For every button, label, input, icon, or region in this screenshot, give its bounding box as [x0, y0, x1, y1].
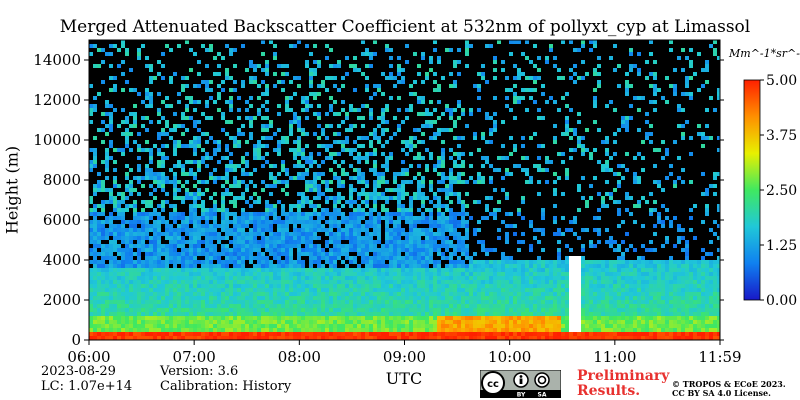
colorbar-tick-label: 2.50 — [766, 183, 797, 199]
x-tick-label: 08:00 — [278, 348, 321, 366]
copyright-note: © TROPOS & ECoE 2023. CC BY SA 4.0 Licen… — [672, 380, 786, 398]
sa-icon — [534, 372, 550, 388]
colorbar — [743, 79, 761, 301]
colorbar-unit: Mm^-1*sr^-1 — [729, 47, 800, 60]
x-tick-label: 07:00 — [173, 348, 216, 366]
x-tick-label: 11:00 — [593, 348, 636, 366]
y-tick-label: 10000 — [33, 131, 81, 149]
x-tick-label: 11:59 — [698, 348, 741, 366]
x-axis-label: UTC — [385, 369, 423, 388]
colorbar-tick-label: 1.25 — [766, 238, 797, 254]
colorbar-tick-label: 3.75 — [766, 128, 797, 144]
by-label: BY — [517, 392, 526, 399]
y-axis: 0 2000 4000 6000 8000 10000 12000 14000 — [33, 51, 724, 349]
copyright-line: © TROPOS & ECoE 2023. — [672, 379, 786, 389]
measurement-date: 2023-08-29 — [41, 364, 116, 379]
y-tick-label: 0 — [71, 331, 81, 349]
chart-title: Merged Attenuated Backscatter Coefficien… — [59, 17, 751, 37]
x-tick-label: 09:00 — [383, 348, 426, 366]
lidar-constant: LC: 1.07e+14 — [41, 379, 133, 394]
calibration-label: Calibration: History — [160, 379, 292, 394]
y-tick-label: 14000 — [33, 51, 81, 69]
preliminary-note: Preliminary Results. — [577, 369, 669, 399]
y-tick-label: 4000 — [43, 251, 81, 269]
x-axis: 06:00 07:00 08:00 09:00 10:00 11:00 11:59 — [67, 340, 742, 366]
x-tick-label: 06:00 — [67, 348, 110, 366]
x-tick-label: 10:00 — [488, 348, 531, 366]
colorbar-tick-label: 5.00 — [766, 73, 797, 89]
cc-license-logo: cc BY SA — [480, 370, 561, 398]
by-icon — [513, 372, 529, 388]
cc-icon: cc — [481, 371, 505, 395]
preliminary-line: Results. — [577, 383, 641, 399]
y-tick-label: 12000 — [33, 91, 81, 109]
colorbar-tick-label: 0.00 — [766, 293, 797, 309]
y-axis-label: Height (m) — [2, 145, 22, 235]
y-tick-label: 8000 — [43, 171, 81, 189]
y-tick-label: 6000 — [43, 211, 81, 229]
colorbar-ticks: 0.00 1.25 2.50 3.75 5.00 — [760, 73, 797, 309]
preliminary-line: Preliminary — [577, 368, 670, 384]
version-label: Version: 3.6 — [160, 364, 239, 379]
sa-label: SA — [538, 392, 547, 399]
y-tick-label: 2000 — [43, 291, 81, 309]
heatmap-cells — [89, 40, 720, 340]
copyright-line: CC BY SA 4.0 License. — [672, 388, 771, 398]
